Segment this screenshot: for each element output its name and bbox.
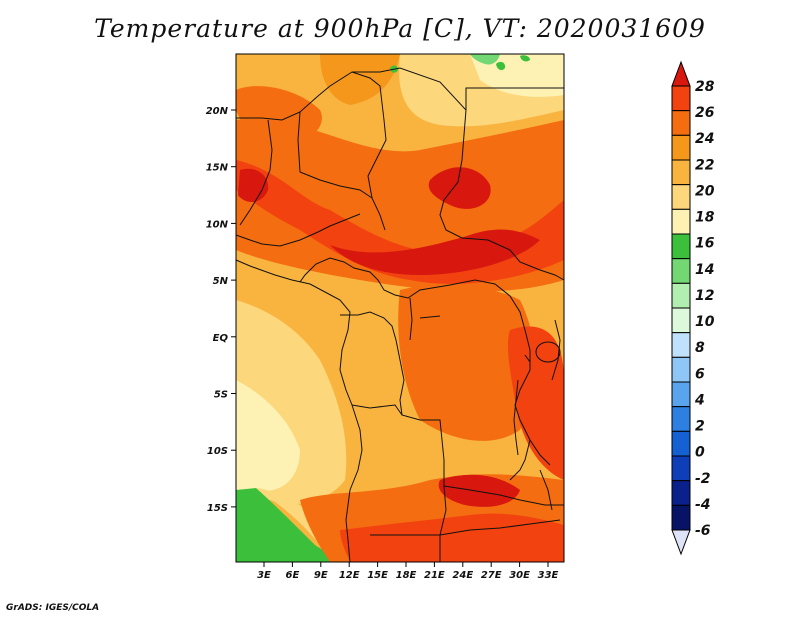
- lat-label: 10N: [206, 219, 229, 230]
- colorbar-swatch: [671, 258, 691, 284]
- lat-label: 15S: [207, 503, 228, 514]
- lat-label: 10S: [207, 446, 228, 457]
- lat-label: 20N: [206, 106, 229, 117]
- lon-label: 15E: [367, 570, 388, 581]
- lon-label: 12E: [339, 570, 360, 581]
- colorbar-swatch: [671, 430, 691, 457]
- colorbar-swatch: [671, 381, 691, 408]
- colorbar-swatch: [671, 85, 691, 112]
- colorbar-label: 12: [695, 288, 714, 304]
- lon-label: 9E: [314, 570, 328, 581]
- colorbar-label: -6: [695, 523, 711, 539]
- colorbar-label: -4: [695, 497, 711, 513]
- colorbar-swatch: [671, 455, 691, 482]
- colorbar-swatch: [671, 110, 691, 136]
- longitude-axis: 3E 6E 9E 12E 15E 18E 21E 24E 27E 30E 33E: [257, 562, 559, 581]
- lon-label: 18E: [396, 570, 417, 581]
- lakes: [419, 315, 561, 511]
- colorbar-swatch: [671, 184, 691, 210]
- colorbar-label: 28: [695, 79, 715, 95]
- lon-label: 27E: [481, 570, 502, 581]
- colorbar-label: 14: [695, 262, 714, 278]
- colorbar-swatch: [671, 134, 691, 161]
- temperature-field: [236, 54, 564, 562]
- colorbar-label: 4: [694, 392, 705, 408]
- colorbar-swatch: [671, 332, 691, 358]
- colorbar-over-triangle: [671, 60, 691, 87]
- lat-label: 15N: [206, 163, 229, 174]
- lon-label: 30E: [509, 570, 530, 581]
- colorbar-swatch: [671, 282, 691, 309]
- colorbar-label: 8: [695, 340, 705, 356]
- lon-label: 3E: [257, 570, 271, 581]
- colorbar-label: 26: [695, 105, 715, 121]
- colorbar-label: 16: [695, 236, 715, 252]
- colorbar-label: 24: [695, 131, 714, 147]
- colorbar-swatch: [671, 159, 691, 186]
- colorbar-label: -2: [695, 471, 711, 487]
- map-title: Temperature at 900hPa [C], VT: 202003160…: [94, 14, 706, 43]
- colorbar-swatch: [671, 208, 691, 235]
- colorbar-label: 6: [695, 366, 705, 382]
- grads-credit: GrADS: IGES/COLA: [6, 603, 100, 613]
- lon-label: 24E: [452, 570, 473, 581]
- lon-label: 33E: [538, 570, 559, 581]
- lat-label: 5S: [214, 390, 228, 401]
- colorbar-swatch: [671, 480, 691, 506]
- lat-label: EQ: [213, 333, 229, 344]
- lat-label: 5N: [213, 276, 229, 287]
- colorbar-under-triangle: [671, 529, 691, 556]
- colorbar-label: 10: [695, 314, 715, 330]
- colorbar-swatch: [671, 307, 691, 334]
- colorbar-swatch: [671, 356, 691, 383]
- map-frame: [235, 53, 565, 563]
- colorbar-label: 22: [695, 157, 714, 173]
- colorbar-label: 0: [695, 445, 705, 461]
- lon-label: 6E: [286, 570, 300, 581]
- colorbar-swatch: [671, 406, 691, 432]
- colorbar-label: 20: [695, 183, 715, 199]
- colorbar-label: 2: [695, 419, 705, 435]
- latitude-axis: 20N 15N 10N 5N EQ 5S 10S 15S: [206, 106, 236, 514]
- colorbar-swatch: [671, 504, 691, 531]
- colorbar-label: 18: [695, 210, 715, 226]
- lon-label: 21E: [424, 570, 445, 581]
- colorbar-swatch: [671, 233, 691, 260]
